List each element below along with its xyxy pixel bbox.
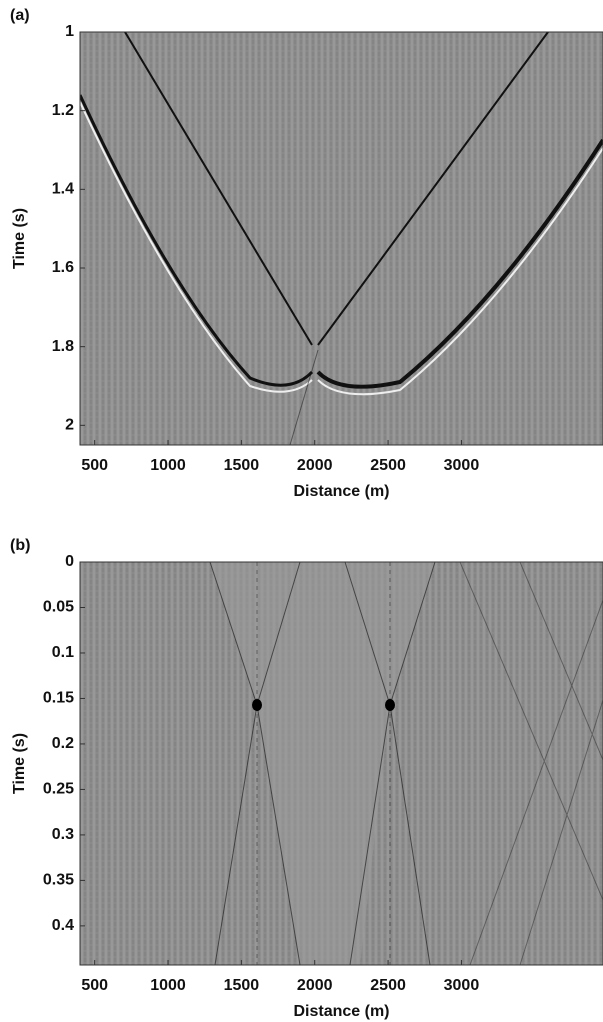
y-tick-label: 0 bbox=[65, 553, 74, 570]
y-tick-label: 2 bbox=[65, 417, 74, 434]
y-tick-label: 0.15 bbox=[43, 690, 74, 707]
plot-frame bbox=[79, 31, 603, 446]
y-axis-label: Time (s) bbox=[11, 208, 28, 269]
x-tick-label: 2500 bbox=[370, 457, 406, 474]
x-tick-label: 1000 bbox=[150, 457, 186, 474]
seismic-image bbox=[80, 32, 603, 445]
plot-frame bbox=[79, 561, 603, 966]
x-tick-label: 2500 bbox=[370, 977, 406, 994]
y-axis-label: Time (s) bbox=[11, 733, 28, 794]
y-tick-label: 0.2 bbox=[52, 735, 74, 752]
x-axis-label: Distance (m) bbox=[293, 1003, 389, 1020]
panel-label: (a) bbox=[10, 7, 30, 24]
y-tick-label: 1.4 bbox=[52, 181, 74, 198]
y-tick-label: 1.2 bbox=[52, 102, 74, 119]
panel-label: (b) bbox=[10, 537, 30, 554]
x-tick-label: 1000 bbox=[150, 977, 186, 994]
y-tick-label: 1.8 bbox=[52, 338, 74, 355]
x-tick-label: 1500 bbox=[224, 457, 260, 474]
seismic-image bbox=[80, 562, 603, 965]
y-tick-label: 0.05 bbox=[43, 599, 74, 616]
y-tick-label: 1.6 bbox=[52, 259, 74, 276]
x-tick-label: 500 bbox=[81, 977, 108, 994]
y-tick-label: 0.3 bbox=[52, 826, 74, 843]
x-axis-label: Distance (m) bbox=[293, 483, 389, 500]
x-tick-label: 2000 bbox=[297, 457, 333, 474]
x-tick-label: 2000 bbox=[297, 977, 333, 994]
x-tick-label: 3000 bbox=[444, 457, 480, 474]
x-tick-label: 500 bbox=[81, 457, 108, 474]
y-tick-label: 0.25 bbox=[43, 781, 74, 798]
y-tick-label: 0.4 bbox=[52, 917, 74, 934]
y-tick-label: 0.1 bbox=[52, 644, 74, 661]
y-tick-label: 1 bbox=[65, 23, 74, 40]
x-tick-label: 1500 bbox=[224, 977, 260, 994]
y-tick-label: 0.35 bbox=[43, 872, 74, 889]
x-tick-label: 3000 bbox=[444, 977, 480, 994]
